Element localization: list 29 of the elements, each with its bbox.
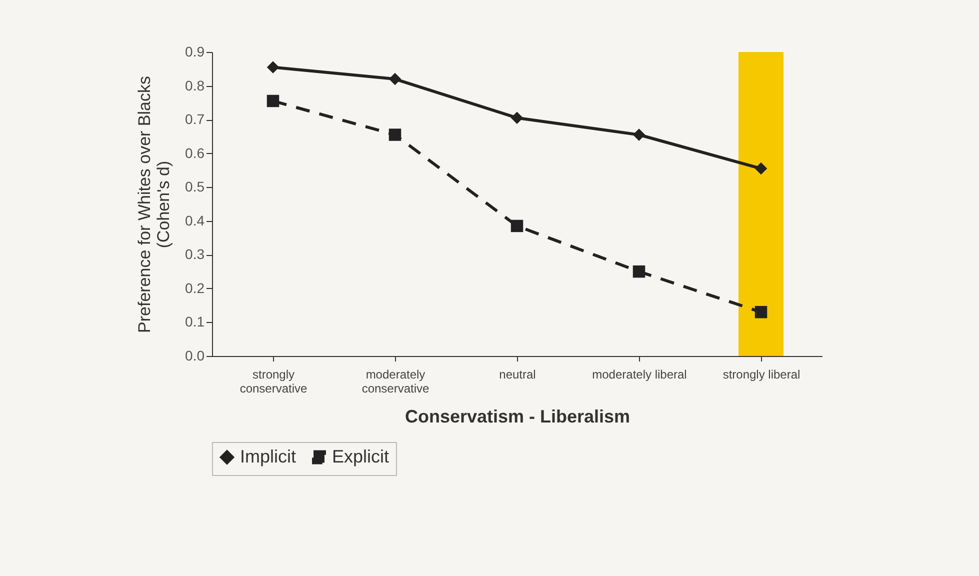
y-axis-title: Preference for Whites over Blacks (Cohen's d)	[135, 76, 174, 333]
legend-label: Implicit	[240, 446, 296, 466]
x-tick-label: moderately conservative	[362, 368, 430, 396]
x-tick-label: strongly liberal	[722, 368, 800, 382]
legend-label: Explicit	[332, 446, 390, 466]
point	[754, 306, 768, 318]
point	[510, 220, 524, 232]
y-tick-label: 0.8	[185, 77, 205, 94]
y-tick-label: 0.2	[185, 280, 205, 296]
y-tick-label: 0.9	[185, 44, 205, 60]
x-tick-label: moderately liberal	[592, 368, 687, 382]
y-tick-label: 0.7	[185, 111, 205, 128]
y-tick-label: 0.6	[185, 144, 205, 161]
x-tick-label: neutral	[499, 368, 536, 382]
y-tick-label: 0.5	[185, 178, 205, 195]
point	[632, 265, 646, 278]
point	[388, 72, 402, 86]
y-tick-label: 0.3	[185, 246, 205, 262]
point	[388, 128, 402, 141]
x-axis-title: Conservatism - Liberalism	[404, 406, 630, 426]
point	[510, 112, 524, 124]
y-tick-label: 0.0	[185, 348, 205, 364]
x-tick-label: strongly conservative	[240, 368, 308, 396]
point	[266, 61, 280, 74]
y-tick-label: 0.4	[185, 212, 205, 228]
point	[266, 94, 280, 108]
y-tick-label: 0.1	[185, 314, 205, 330]
point	[754, 162, 768, 175]
point	[632, 128, 646, 141]
